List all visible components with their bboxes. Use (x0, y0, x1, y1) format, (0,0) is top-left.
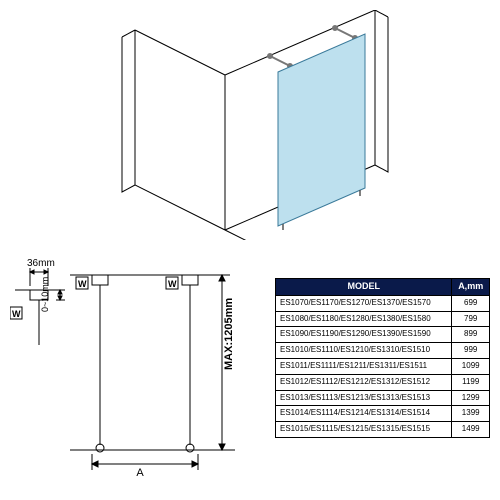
col-a: A,mm (452, 279, 490, 296)
w-label-3: W (12, 309, 21, 319)
max-height-label: MAX:1205mm (223, 298, 235, 370)
page: 36mm 0~10mm W W W MAX:1205mm A MODEL A,m… (0, 0, 500, 500)
col-model: MODEL (276, 279, 452, 296)
w-label-2: W (168, 279, 177, 289)
technical-drawing: 36mm 0~10mm W W W MAX:1205mm A (10, 250, 260, 480)
a-label: A (136, 467, 144, 479)
isometric-diagram (120, 10, 400, 240)
table-row: ES1011/ES1111/ES1211/ES1311/ES15111099 (276, 359, 490, 375)
table-row: ES1015/ES1115/ES1215/ES1315/ES15151499 (276, 422, 490, 438)
table-row: ES1013/ES1113/ES1213/ES1313/ES15131299 (276, 390, 490, 406)
table-header-row: MODEL A,mm (276, 279, 490, 296)
spec-table: MODEL A,mm ES1070/ES1170/ES1270/ES1370/E… (275, 278, 490, 438)
w-label-1: W (78, 279, 87, 289)
table-row: ES1014/ES1114/ES1214/ES1314/ES15141399 (276, 406, 490, 422)
dim-gap-label: 0~10mm (40, 277, 50, 312)
table-row: ES1080/ES1180/ES1280/ES1380/ES1580799 (276, 311, 490, 327)
table-row: ES1012/ES1112/ES1212/ES1312/ES15121199 (276, 374, 490, 390)
table-body: ES1070/ES1170/ES1270/ES1370/ES1570699 ES… (276, 295, 490, 437)
dim-36-label: 36mm (27, 258, 55, 269)
table-row: ES1090/ES1190/ES1290/ES1390/ES1590899 (276, 327, 490, 343)
table-row: ES1010/ES1110/ES1210/ES1310/ES1510999 (276, 343, 490, 359)
table-row: ES1070/ES1170/ES1270/ES1370/ES1570699 (276, 295, 490, 311)
